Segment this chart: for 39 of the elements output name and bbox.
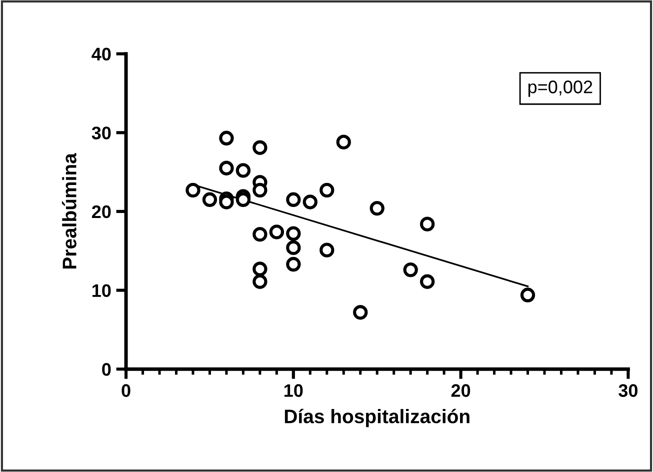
point bbox=[336, 134, 351, 150]
x-tick-label: 30 bbox=[618, 384, 638, 397]
y-tick-label: 20 bbox=[92, 205, 111, 218]
y-axis-title: Prealbúmina bbox=[62, 152, 76, 269]
point bbox=[286, 226, 301, 241]
x-tick-label: 0 bbox=[122, 384, 130, 397]
annotation: p=0,002 bbox=[528, 80, 592, 97]
point bbox=[269, 224, 284, 240]
y-tick-label: 30 bbox=[92, 126, 111, 140]
point bbox=[320, 242, 334, 258]
point bbox=[236, 163, 251, 178]
point bbox=[202, 192, 218, 207]
point bbox=[320, 182, 334, 198]
y-tick-label: 10 bbox=[92, 284, 111, 297]
point bbox=[252, 262, 268, 276]
point bbox=[370, 200, 384, 216]
point bbox=[252, 182, 268, 198]
point bbox=[236, 192, 251, 207]
point bbox=[252, 274, 268, 289]
x-axis-title: Días hospitalización bbox=[284, 408, 470, 428]
point bbox=[252, 226, 268, 242]
point bbox=[302, 194, 318, 210]
x-tick-label: 10 bbox=[284, 384, 303, 397]
x-tick-label: 20 bbox=[451, 384, 470, 397]
point bbox=[286, 240, 301, 256]
point bbox=[420, 274, 435, 289]
point bbox=[286, 256, 301, 272]
point bbox=[219, 160, 234, 176]
point bbox=[186, 182, 200, 198]
point bbox=[219, 130, 234, 146]
y-tick-label: 40 bbox=[92, 48, 111, 61]
point bbox=[353, 305, 368, 320]
point bbox=[403, 262, 418, 278]
point bbox=[252, 140, 268, 155]
point bbox=[420, 216, 435, 232]
point bbox=[219, 194, 234, 210]
y-tick-label: 0 bbox=[102, 363, 111, 376]
point bbox=[286, 192, 301, 207]
point bbox=[520, 288, 536, 302]
